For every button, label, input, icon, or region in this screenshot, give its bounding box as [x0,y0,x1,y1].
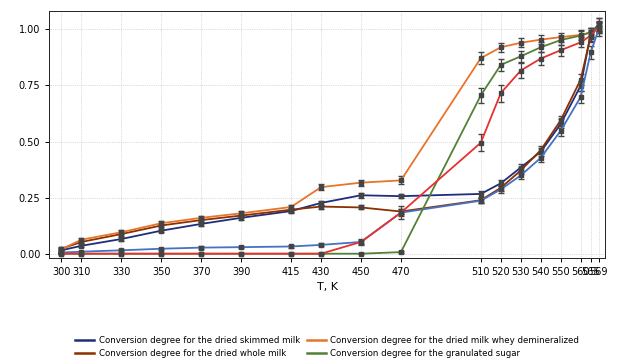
X-axis label: T, K: T, K [317,282,337,292]
Legend: Conversion degree for the dried skimmed milk, Conversion degree for the dried wh: Conversion degree for the dried skimmed … [75,336,579,358]
